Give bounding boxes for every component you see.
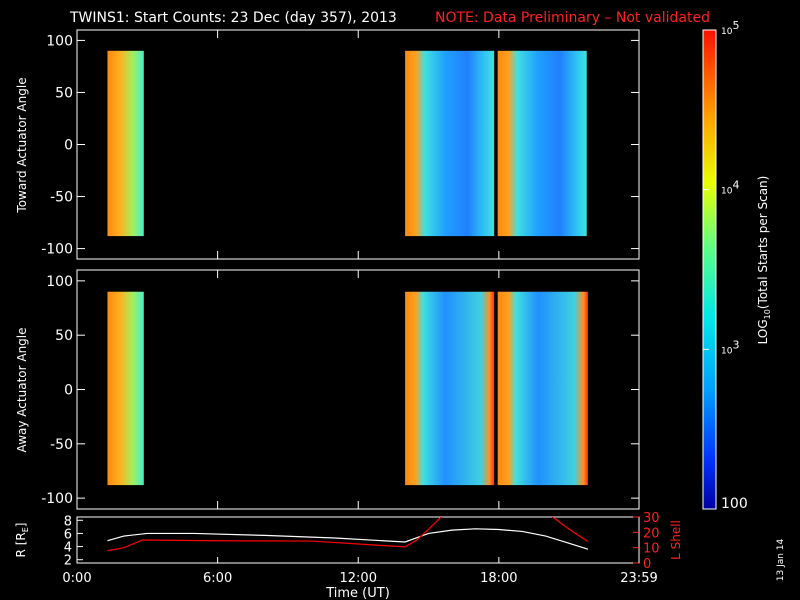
x-tick-label: 23:59 xyxy=(620,571,657,586)
colorbar-tick-exponent: 5 xyxy=(732,19,739,32)
x-tick-label: 0:00 xyxy=(62,571,91,586)
colorbar-tick-exponent: 3 xyxy=(732,338,739,351)
lshell-tick-label: 30 xyxy=(643,511,660,526)
colorbar-label-sub: 10 xyxy=(763,309,772,319)
radius-tick-label: 4 xyxy=(64,541,72,556)
y-tick-label: -100 xyxy=(41,491,73,507)
lshell-axis-label: L Shell xyxy=(669,520,683,560)
preliminary-note: NOTE: Data Preliminary – Not validated xyxy=(435,10,710,26)
time-axis-label: Time (UT) xyxy=(325,586,390,600)
colorbar-label-suffix: (Total Starts per Scan) xyxy=(756,176,770,310)
y-tick-label: 0 xyxy=(64,383,73,399)
y-tick-label: -50 xyxy=(50,190,73,206)
lshell-tick-label: 20 xyxy=(643,526,660,541)
lshell-series-line xyxy=(107,517,589,552)
heatmap-block xyxy=(405,50,495,237)
figure-title: TWINS1: Start Counts: 23 Dec (day 357), … xyxy=(69,10,397,26)
colorbar-tick-base: 10 xyxy=(721,27,733,37)
y-tick-label: -50 xyxy=(50,437,73,453)
side-date-stamp: 13 Jan 14 xyxy=(776,538,786,581)
colorbar-tick-base: 10 xyxy=(721,187,733,197)
x-tick-label: 12:00 xyxy=(340,571,377,586)
heatmap-block xyxy=(497,50,587,237)
colorbar-tick-base: 10 xyxy=(721,346,733,356)
y-tick-label: 50 xyxy=(55,328,73,344)
radius-tick-label: 6 xyxy=(64,527,72,542)
heatmap-block xyxy=(497,291,588,486)
y-tick-label: 0 xyxy=(64,138,73,154)
colorbar-label-prefix: LOG xyxy=(756,319,770,344)
radius-label-close: ] xyxy=(14,523,28,528)
lshell-tick-label: 10 xyxy=(643,542,660,557)
toward-axis-label: Toward Actuator Angle xyxy=(15,77,29,213)
heatmap-block xyxy=(107,291,144,486)
radius-label-sub: E xyxy=(21,527,30,532)
y-tick-label: 100 xyxy=(46,274,73,290)
y-tick-label: 50 xyxy=(55,85,73,101)
colorbar-tick-exponent: 4 xyxy=(732,179,739,192)
colorbar-min-label: 100 xyxy=(721,496,748,512)
toward-angle-panel: 100 50 0 -50 -100 Toward Actuator Angle xyxy=(15,29,640,260)
colorbar-tick-label: 105 xyxy=(721,19,739,37)
radius-label-main: R [R xyxy=(14,532,28,557)
radius-tick-label: 2 xyxy=(64,554,72,569)
colorbar-tick-label: 104 xyxy=(721,179,739,197)
colorbar-tick-label: 103 xyxy=(721,338,739,356)
x-tick-label: 18:00 xyxy=(480,571,517,586)
y-tick-label: -100 xyxy=(41,242,73,258)
radius-tick-label: 8 xyxy=(64,514,72,529)
heatmap-block xyxy=(405,291,495,486)
away-axis-label: Away Actuator Angle xyxy=(15,327,29,452)
x-tick-label: 6:00 xyxy=(203,571,232,586)
radius-series-line xyxy=(107,528,589,550)
colorbar-label: LOG10(Total Starts per Scan) xyxy=(756,176,772,345)
lshell-tick-label: 0 xyxy=(643,557,651,572)
radius-axis-label: R [RE] xyxy=(14,523,30,558)
heatmap-block xyxy=(107,50,144,237)
y-tick-label: 100 xyxy=(46,33,73,49)
colorbar-gradient xyxy=(702,29,717,510)
away-angle-panel: 100 50 0 -50 -100 Away Actuator Angle xyxy=(15,269,640,510)
